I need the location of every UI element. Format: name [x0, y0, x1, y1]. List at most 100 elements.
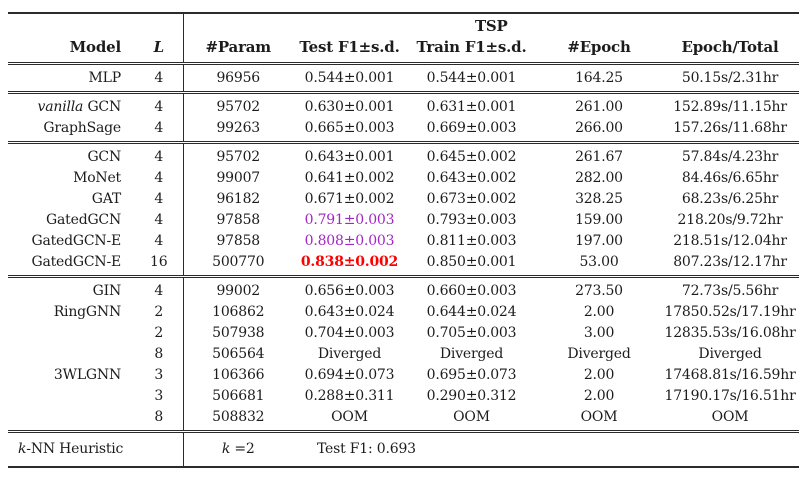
train-f1-cell: 0.631±0.001 — [426, 98, 517, 115]
layers-cell: 3 — [154, 387, 164, 404]
epoch-total-cell: 50.15s/2.31hr — [681, 69, 779, 86]
table-footer: k-NN Heuristic k =2 Test F1: 0.693 — [8, 431, 800, 467]
train-f1-cell: 0.705±0.003 — [426, 324, 517, 341]
column-header-param: #Param — [182, 35, 293, 63]
layers-cell: 4 — [154, 98, 164, 115]
model-cell — [8, 343, 135, 364]
layers-cell: 4 — [154, 211, 164, 228]
epoch-total-cell: 157.26s/11.68hr — [673, 119, 787, 136]
table-row: GraphSage 4 99263 0.665±0.003 0.669±0.00… — [8, 117, 799, 142]
test-f1-cell: 0.791±0.003 — [304, 211, 395, 228]
train-f1-cell: 0.811±0.003 — [426, 232, 517, 249]
epoch-cell: OOM — [580, 408, 618, 425]
param-cell: 506564 — [182, 343, 293, 364]
table-row: MLP 4 96956 0.544±0.001 0.544±0.001 164.… — [8, 63, 799, 92]
table-row: GCN 4 95702 0.643±0.001 0.645±0.002 261.… — [8, 142, 799, 167]
epoch-cell: 328.25 — [575, 190, 623, 207]
param-cell: 500770 — [182, 251, 293, 276]
model-cell: MoNet — [73, 169, 121, 186]
epoch-cell: 197.00 — [575, 232, 623, 249]
knn-test-f1-note: Test F1: 0.693 — [317, 440, 416, 457]
model-cell: GIN — [92, 282, 122, 299]
table-row: RingGNN 2 106862 0.643±0.024 0.644±0.024… — [8, 301, 799, 322]
epoch-cell: 273.50 — [575, 282, 623, 299]
test-f1-cell: OOM — [331, 408, 368, 425]
table-row: 3 506681 0.288±0.311 0.290±0.312 2.00 17… — [8, 385, 799, 406]
model-cell: GatedGCN-E — [31, 253, 122, 270]
epoch-cell: 261.67 — [575, 148, 623, 165]
test-f1-cell: 0.665±0.003 — [304, 119, 395, 136]
train-f1-cell: 0.644±0.024 — [426, 303, 517, 320]
test-f1-cell: 0.671±0.002 — [304, 190, 395, 207]
epoch-total-cell: 807.23s/12.17hr — [673, 253, 787, 270]
epoch-cell: 261.00 — [575, 98, 623, 115]
test-f1-cell: 0.643±0.001 — [304, 148, 395, 165]
table-section: MLP 4 96956 0.544±0.001 0.544±0.001 164.… — [8, 63, 800, 92]
param-cell: 99263 — [182, 117, 293, 142]
train-f1-cell: 0.669±0.003 — [426, 119, 517, 136]
test-f1-cell: 0.641±0.002 — [304, 169, 395, 186]
model-italic-prefix: vanilla — [37, 98, 84, 115]
tsp-benchmark-table: TSP Model L #Param Test F1±s.d. Train F1… — [8, 12, 800, 468]
layers-cell: 8 — [154, 345, 164, 362]
knn-param-cell: k =2 — [182, 431, 293, 467]
epoch-total-cell: 218.51s/12.04hr — [673, 232, 787, 249]
epoch-cell: 164.25 — [575, 69, 623, 86]
param-cell: 97858 — [182, 230, 293, 251]
test-f1-cell: 0.630±0.001 — [304, 98, 395, 115]
epoch-total-cell: 72.73s/5.56hr — [681, 282, 779, 299]
column-header-row: Model L #Param Test F1±s.d. Train F1±s.d… — [8, 35, 799, 63]
layers-cell: 8 — [154, 408, 164, 425]
train-f1-cell: 0.793±0.003 — [426, 211, 517, 228]
knn-layers-cell — [135, 431, 183, 467]
param-cell: 95702 — [182, 142, 293, 167]
test-f1-cell: 0.838±0.002 — [300, 253, 399, 270]
epoch-cell: 2.00 — [583, 387, 615, 404]
table-row: 2 507938 0.704±0.003 0.705±0.003 3.00 12… — [8, 322, 799, 343]
knn-heuristic-row: k-NN Heuristic k =2 Test F1: 0.693 — [8, 431, 799, 467]
dataset-group-header: TSP — [182, 13, 800, 35]
epoch-total-cell: 152.89s/11.15hr — [673, 98, 787, 115]
train-f1-cell: 0.695±0.073 — [426, 366, 517, 383]
epoch-cell: Diverged — [567, 345, 631, 362]
layers-cell: 4 — [154, 190, 164, 207]
param-cell: 95702 — [182, 92, 293, 117]
param-cell: 99002 — [182, 276, 293, 301]
epoch-cell: 159.00 — [575, 211, 623, 228]
group-header-spacer — [8, 13, 183, 35]
table-row: MoNet 4 99007 0.641±0.002 0.643±0.002 28… — [8, 167, 799, 188]
test-f1-cell: 0.704±0.003 — [304, 324, 395, 341]
epoch-cell: 282.00 — [575, 169, 623, 186]
epoch-total-cell: OOM — [711, 408, 749, 425]
layers-cell: 4 — [154, 119, 164, 136]
table-row: GIN 4 99002 0.656±0.003 0.660±0.003 273.… — [8, 276, 799, 301]
train-f1-cell: Diverged — [439, 345, 504, 362]
layers-cell: 4 — [154, 148, 164, 165]
knn-heuristic-label: k-NN Heuristic — [18, 440, 124, 457]
test-f1-cell: 0.656±0.003 — [304, 282, 395, 299]
epoch-total-cell: 218.20s/9.72hr — [677, 211, 783, 228]
model-cell: RingGNN — [53, 303, 121, 320]
layers-cell: 4 — [154, 69, 164, 86]
table-row: vanilla GCN 4 95702 0.630±0.001 0.631±0.… — [8, 92, 799, 117]
epoch-total-cell: 57.84s/4.23hr — [681, 148, 779, 165]
model-cell: MLP — [88, 69, 122, 86]
layers-cell: 2 — [154, 324, 164, 341]
param-cell: 506681 — [182, 385, 293, 406]
train-f1-cell: OOM — [453, 408, 490, 425]
epoch-total-cell: 17468.81s/16.59hr — [664, 366, 796, 383]
model-cell: GraphSage — [43, 119, 121, 136]
param-cell: 106862 — [182, 301, 293, 322]
epoch-total-cell: 17850.52s/17.19hr — [664, 303, 796, 320]
train-f1-cell: 0.660±0.003 — [426, 282, 517, 299]
model-cell: GAT — [91, 190, 121, 207]
layers-cell: 3 — [154, 366, 164, 383]
test-f1-cell: 0.643±0.024 — [304, 303, 395, 320]
model-cell: vanilla GCN — [37, 98, 122, 115]
test-f1-cell: 0.694±0.073 — [304, 366, 395, 383]
model-cell — [8, 385, 135, 406]
epoch-total-cell: 12835.53s/16.08hr — [664, 324, 796, 341]
column-header-test-f1: Test F1±s.d. — [299, 37, 400, 56]
param-cell: 97858 — [182, 209, 293, 230]
test-f1-cell: 0.808±0.003 — [304, 232, 395, 249]
